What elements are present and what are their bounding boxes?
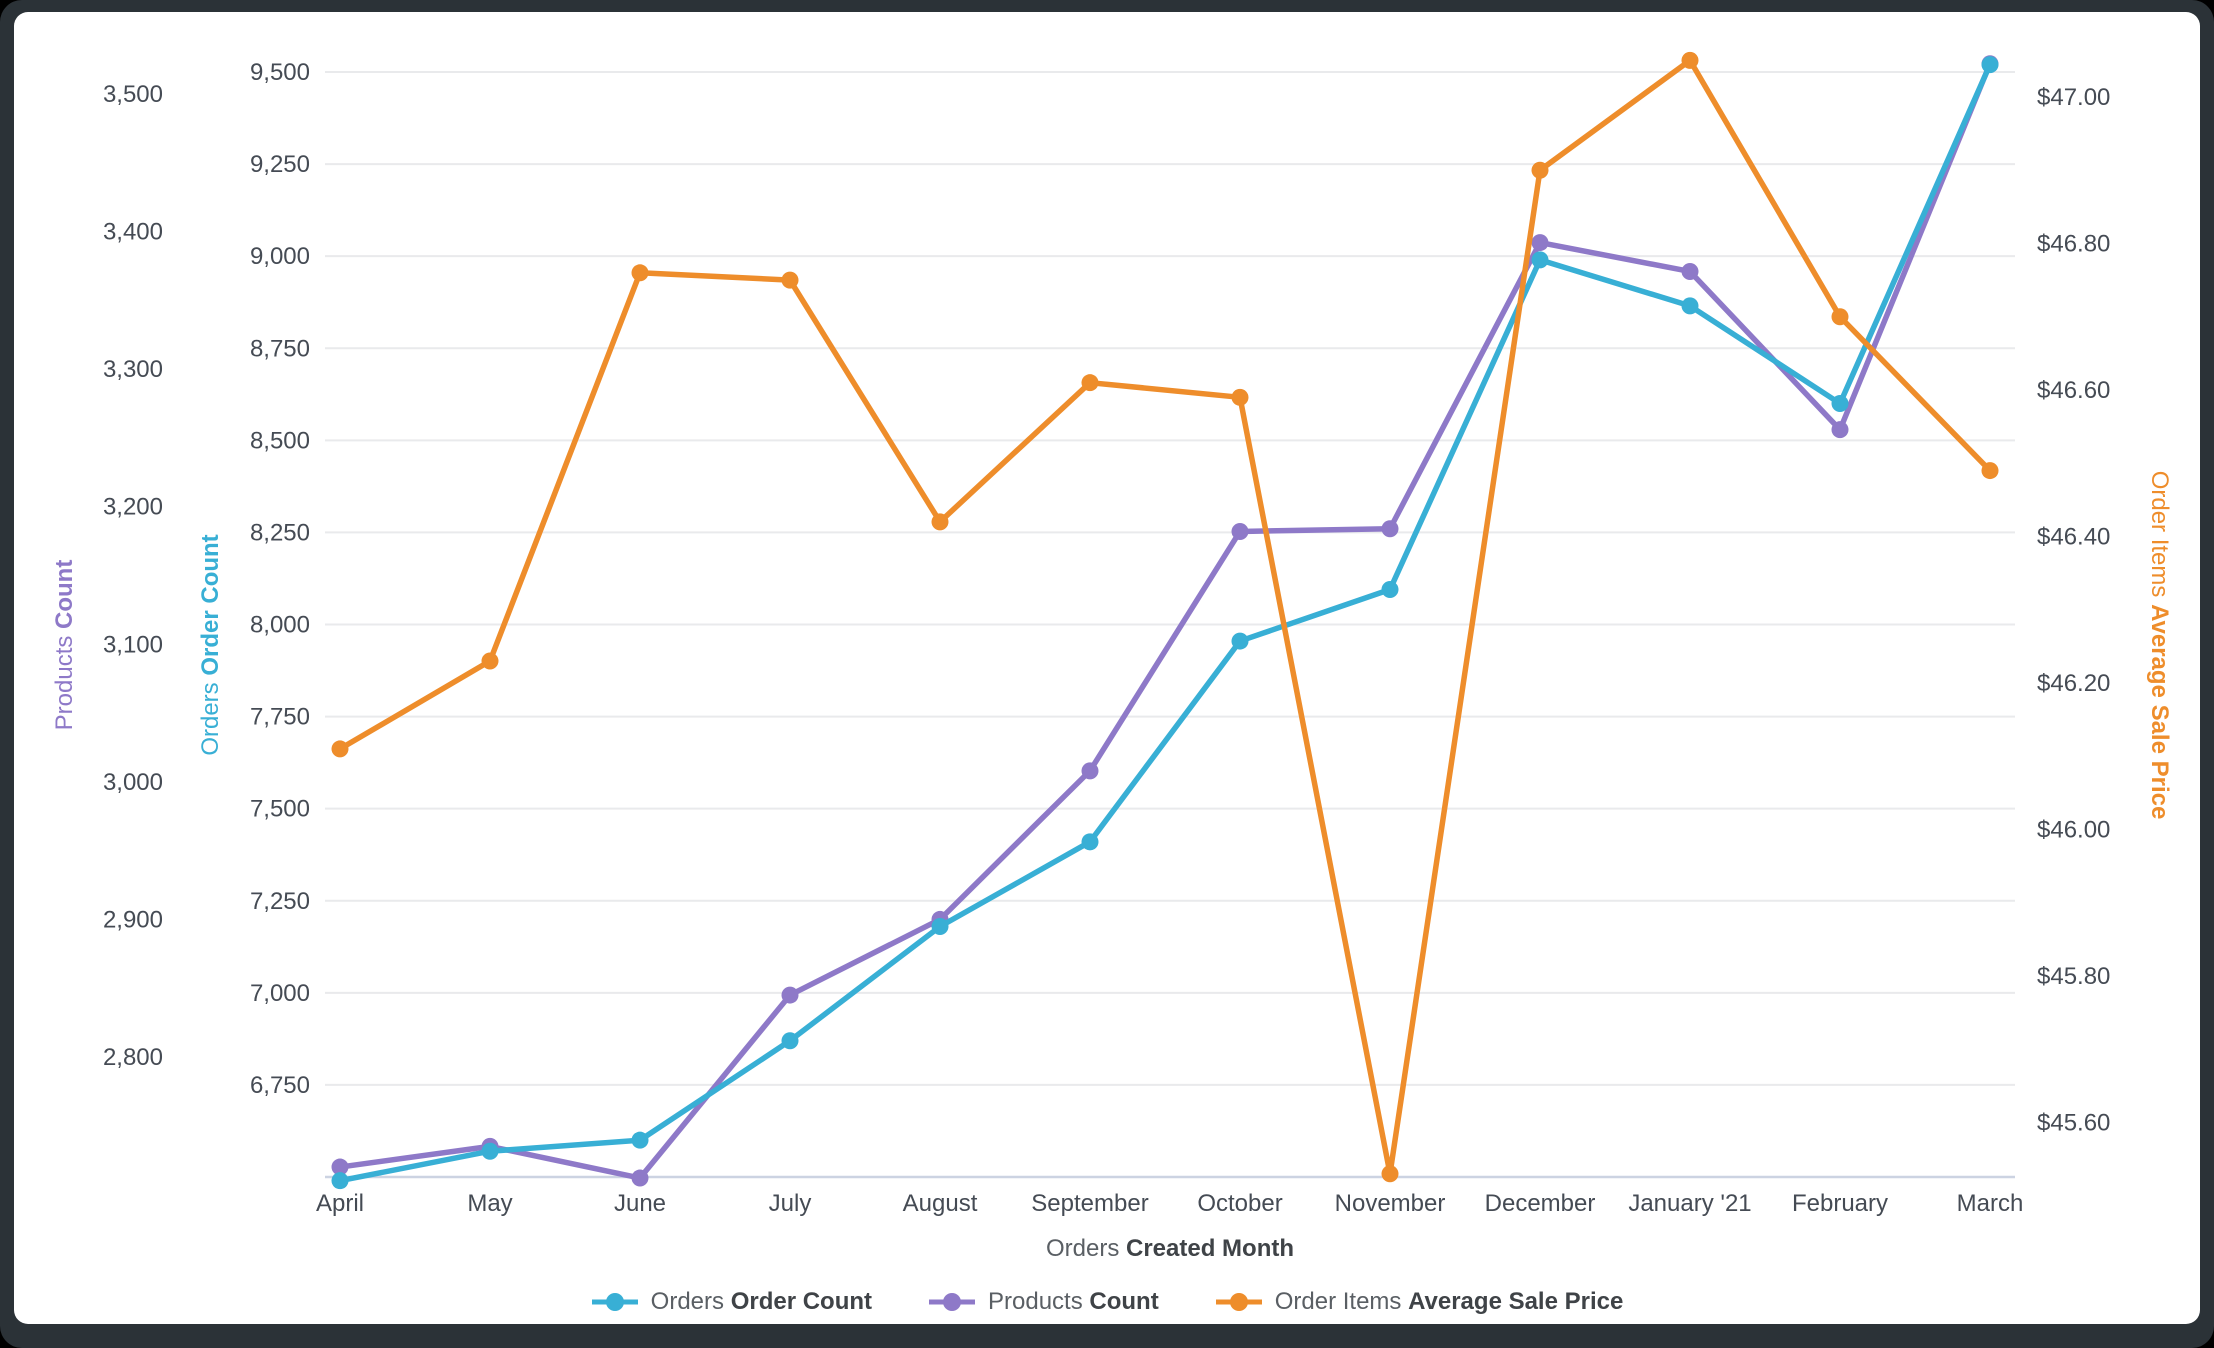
month-label: June (614, 1190, 666, 1217)
month-label: August (903, 1190, 978, 1217)
products-tick-label: 3,300 (103, 356, 163, 383)
legend-label: Order Items Average Sale Price (1274, 1288, 1624, 1315)
orders-tick-label: 8,500 (250, 427, 310, 454)
legend-marker-icon (591, 1293, 638, 1311)
legend-item[interactable]: Order Items Average Sale Price (1215, 1288, 1624, 1316)
data-point-orders[interactable] (1981, 56, 1999, 74)
data-point-price[interactable] (1081, 374, 1099, 392)
orders-tick-label: 7,750 (250, 704, 310, 731)
price-tick-label: $46.20 (2037, 670, 2110, 697)
price-tick-label: $45.60 (2037, 1110, 2110, 1137)
price-tick-label: $46.80 (2037, 231, 2110, 258)
price-tick-label: $46.60 (2037, 377, 2110, 404)
orders-tick-label: 7,250 (250, 888, 310, 915)
month-label: September (1031, 1190, 1148, 1217)
data-point-orders[interactable] (1231, 632, 1249, 650)
products-tick-label: 3,100 (103, 631, 163, 658)
orders-tick-label: 9,250 (250, 151, 310, 178)
month-label: March (1957, 1190, 2024, 1217)
products-tick-label: 2,900 (103, 906, 163, 933)
data-point-orders[interactable] (1531, 251, 1549, 269)
month-label: February (1792, 1190, 1888, 1217)
legend-marker-icon (1215, 1293, 1262, 1311)
data-point-products[interactable] (1381, 520, 1399, 538)
data-point-products[interactable] (1231, 522, 1249, 540)
price-tick-label: $45.80 (2037, 963, 2110, 990)
data-point-price[interactable] (1531, 161, 1549, 179)
orders-tick-label: 8,750 (250, 335, 310, 362)
orders-tick-label: 7,000 (250, 980, 310, 1007)
month-label: January '21 (1628, 1190, 1751, 1217)
products-tick-label: 3,500 (103, 81, 163, 108)
orders-tick-label: 6,750 (250, 1072, 310, 1099)
data-point-price[interactable] (931, 513, 949, 531)
data-point-price[interactable] (1681, 51, 1699, 69)
data-point-orders[interactable] (1081, 833, 1099, 851)
series-line-products (339, 62, 1993, 1181)
data-point-price[interactable] (631, 264, 649, 282)
data-point-orders[interactable] (631, 1131, 649, 1149)
chart-legend: Orders Order Count Products Count Order It… (0, 1288, 2214, 1316)
chart-card (14, 12, 2200, 1324)
data-point-orders[interactable] (481, 1142, 499, 1160)
price-axis-title: Order Items Average Sale Price (2146, 471, 2173, 820)
orders-axis-title: Orders Order Count (197, 534, 224, 755)
products-axis-title: Products Count (51, 560, 78, 731)
orders-tick-label: 9,500 (250, 59, 310, 86)
data-point-orders[interactable] (331, 1172, 349, 1190)
legend-marker-dot (1229, 1293, 1248, 1311)
data-point-orders[interactable] (1681, 297, 1699, 315)
series-line-price (338, 57, 1992, 1177)
month-label: November (1335, 1190, 1446, 1217)
legend-marker-dot (943, 1293, 962, 1311)
data-point-price[interactable] (331, 740, 349, 758)
month-label: December (1485, 1190, 1596, 1217)
data-point-products[interactable] (1081, 762, 1099, 780)
series-line-orders (339, 63, 1993, 1184)
legend-item[interactable]: Orders Order Count (591, 1288, 872, 1316)
data-point-price[interactable] (1381, 1165, 1399, 1183)
month-label: April (316, 1190, 364, 1217)
data-point-products[interactable] (331, 1158, 349, 1176)
legend-label: Orders Order Count (650, 1288, 873, 1315)
data-point-products[interactable] (1831, 421, 1849, 439)
orders-tick-label: 9,000 (250, 243, 310, 270)
data-point-products[interactable] (1531, 234, 1549, 252)
products-tick-label: 3,000 (103, 769, 163, 796)
legend-item[interactable]: Products Count (928, 1288, 1159, 1316)
products-tick-label: 3,400 (103, 219, 163, 246)
orders-tick-label: 8,000 (250, 612, 310, 639)
legend-label: Products Count (988, 1288, 1159, 1315)
data-point-price[interactable] (481, 652, 499, 670)
data-point-price[interactable] (1231, 388, 1249, 406)
orders-tick-label: 8,250 (250, 519, 310, 546)
price-tick-label: $47.00 (2037, 84, 2110, 111)
legend-marker-icon (929, 1293, 976, 1311)
data-point-orders[interactable] (781, 1032, 799, 1050)
data-point-products[interactable] (631, 1169, 649, 1187)
data-point-price[interactable] (1981, 462, 1999, 480)
month-label: July (769, 1190, 812, 1217)
orders-tick-label: 7,500 (250, 796, 310, 823)
data-point-price[interactable] (781, 271, 799, 289)
data-point-products[interactable] (781, 986, 799, 1004)
products-tick-label: 3,200 (103, 494, 163, 521)
data-point-orders[interactable] (1381, 581, 1399, 599)
month-label: May (467, 1190, 512, 1217)
data-point-orders[interactable] (1831, 395, 1849, 412)
price-tick-label: $46.40 (2037, 524, 2110, 551)
x-axis-title: Orders Created Month (1046, 1235, 1294, 1262)
legend-marker-dot (605, 1293, 624, 1311)
data-point-price[interactable] (1831, 308, 1849, 326)
price-tick-label: $46.00 (2037, 817, 2110, 844)
month-label: October (1197, 1190, 1282, 1217)
data-point-orders[interactable] (931, 918, 949, 936)
products-tick-label: 2,800 (103, 1044, 163, 1071)
data-point-products[interactable] (1681, 262, 1699, 280)
